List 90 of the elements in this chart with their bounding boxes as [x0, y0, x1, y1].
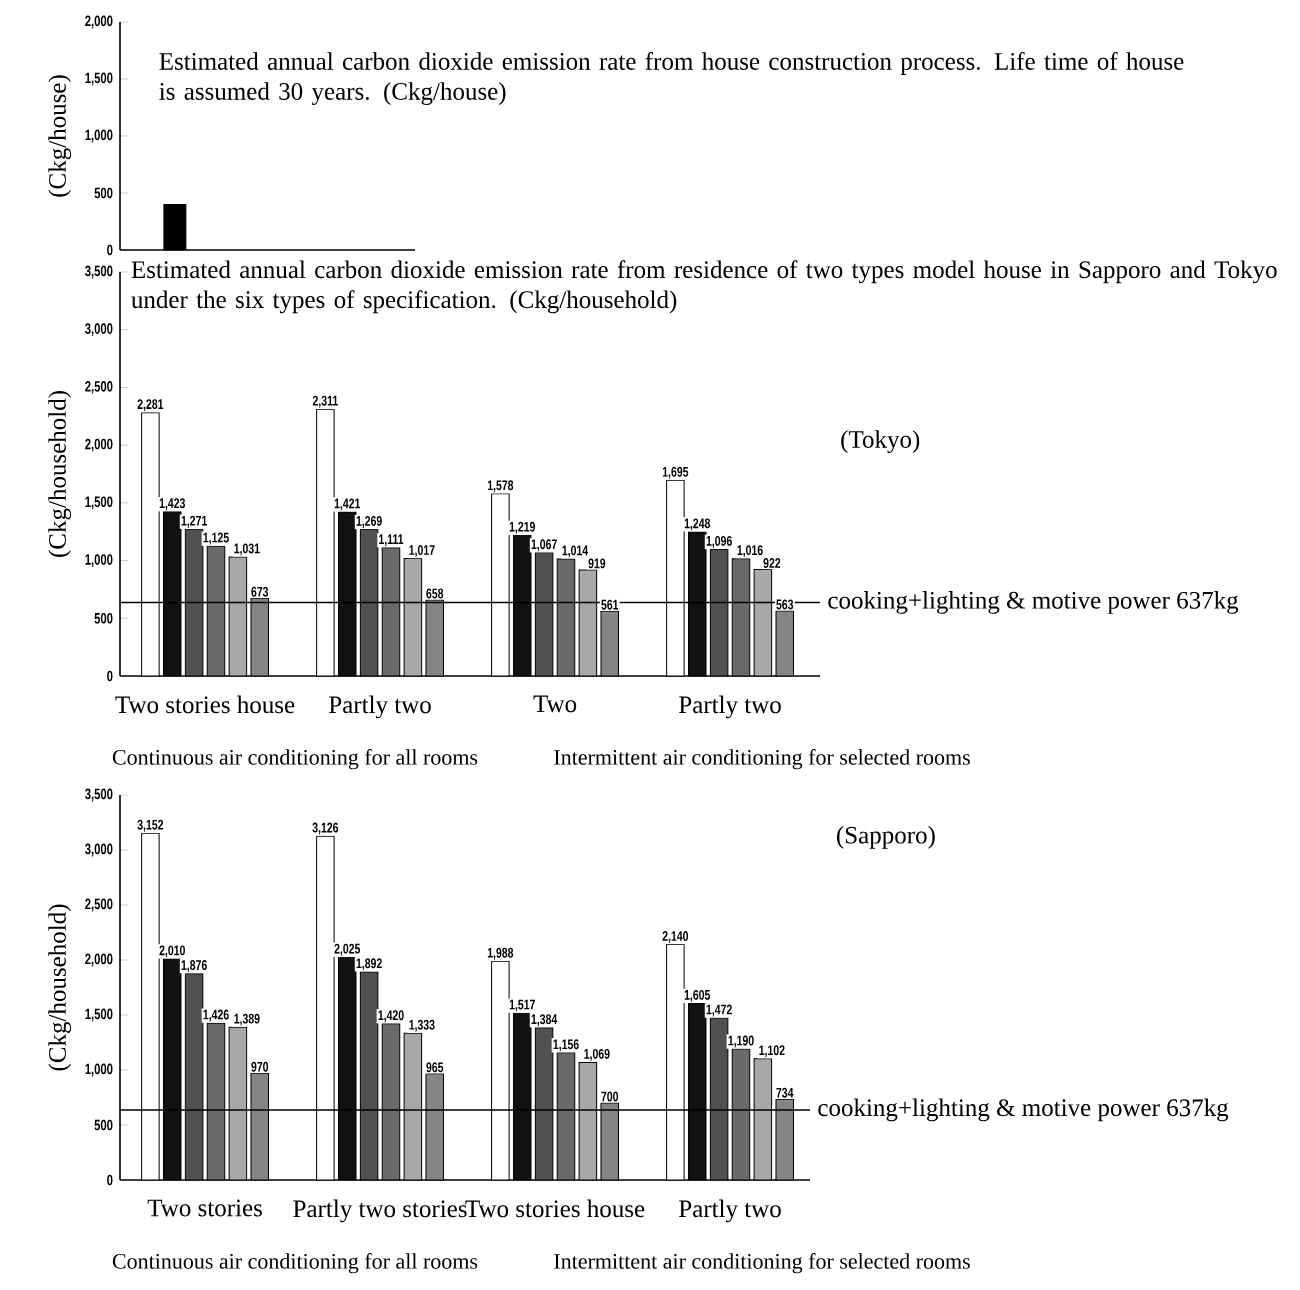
data-label: 700	[601, 1091, 619, 1102]
data-label: 1,102	[759, 1045, 785, 1058]
y-tick-label: 2,500	[85, 898, 113, 912]
text: Continuous air conditioning for all rooms	[112, 1253, 478, 1274]
y-axis-title: (Ckg/household)	[48, 904, 72, 1071]
data-label: 1,421	[334, 498, 361, 511]
data-label: 1,472	[706, 1004, 732, 1017]
data-label: 1,695	[662, 466, 689, 479]
data-label: 1,248	[684, 518, 711, 531]
x-tick-label: Partly two stories	[293, 1199, 467, 1223]
data-label: 2,025	[334, 943, 361, 956]
data-label: 1,156	[553, 1039, 579, 1052]
y-tick-label: 3,500	[85, 788, 113, 802]
data-label: 1,096	[706, 535, 732, 548]
y-tick-label: 500	[94, 187, 113, 199]
y-tick-label: 0	[107, 670, 113, 682]
y-tick-label: 2,500	[85, 381, 113, 394]
x-tick-label: Partly two	[679, 695, 781, 719]
x-tick-label: Two stories house	[465, 1199, 645, 1218]
data-label: 2,281	[137, 399, 164, 412]
y-tick-label: 1,000	[85, 554, 113, 567]
data-label: 1,271	[181, 515, 207, 528]
y-tick-label: 3,000	[85, 843, 113, 857]
data-label: 1,420	[378, 1010, 404, 1023]
data-label: 673	[251, 586, 269, 597]
data-label: 970	[251, 1061, 269, 1072]
text: Estimated annual carbon dioxide emission rate from house construction process. Life time of house is assumed 30 years. (Ckg/house)	[159, 52, 1184, 106]
data-label: 1,892	[356, 958, 382, 971]
data-label: 1,876	[181, 960, 207, 973]
y-tick-label: 1,000	[85, 1063, 113, 1077]
x-tick-label: Two stories	[147, 1199, 262, 1217]
data-label: 1,067	[531, 539, 557, 552]
data-label: 1,111	[379, 534, 404, 547]
data-label: 1,125	[203, 532, 229, 545]
data-label: 734	[776, 1087, 794, 1098]
data-label: 1,988	[487, 947, 514, 960]
data-label: 1,219	[509, 521, 535, 534]
data-label: 922	[763, 558, 781, 568]
data-label: 1,269	[356, 515, 382, 528]
x-tick-label: Partly two	[329, 695, 431, 719]
data-label: 1,014	[562, 545, 589, 558]
data-label: 563	[776, 599, 794, 610]
y-tick-label: 1,500	[85, 1008, 113, 1022]
data-label: 1,069	[584, 1048, 610, 1061]
text: Continuous air conditioning for all rooms	[112, 749, 478, 770]
data-label: 1,426	[203, 1009, 229, 1022]
data-label: 561	[601, 599, 619, 610]
data-label: 2,140	[662, 931, 689, 943]
data-label: 3,126	[312, 822, 339, 835]
y-tick-label: 2,000	[85, 953, 113, 967]
ref-line-label: cooking+lighting & motive power 637kg	[828, 591, 1239, 614]
data-label: 1,423	[159, 498, 185, 511]
x-tick-label: Two stories house	[115, 695, 295, 714]
data-label: 2,311	[312, 395, 338, 408]
y-tick-label: 500	[94, 612, 113, 624]
data-label: 1,389	[234, 1013, 260, 1026]
x-tick-label: Two	[533, 695, 577, 713]
text: Intermittent air conditioning for selected rooms	[554, 749, 970, 770]
y-tick-label: 1,000	[85, 129, 113, 143]
data-label: 919	[588, 558, 606, 569]
data-label: 1,190	[728, 1035, 754, 1048]
y-tick-label: 2,000	[85, 15, 113, 29]
chart-title: Estimated annual carbon dioxide emission rate from residence of two types model house in Sapporo and Tokyo under the six types of specification. (Ckg/household)	[131, 260, 1277, 314]
y-tick-label: 1,500	[85, 496, 113, 510]
data-label: 1,016	[737, 545, 763, 558]
text: (Tokyo)	[841, 430, 920, 454]
y-axis-title: (Ckg/household)	[48, 391, 72, 557]
y-axis-title: (Ckg/house)	[48, 75, 72, 197]
y-tick-label: 0	[107, 1174, 113, 1186]
data-label: 965	[426, 1062, 444, 1073]
data-label: 1,333	[409, 1019, 435, 1032]
y-tick-label: 500	[94, 1119, 113, 1131]
ref-line-label: cooking+lighting & motive power 637kg	[818, 1098, 1229, 1122]
data-label: 1,031	[234, 543, 260, 556]
data-label: 1,017	[409, 545, 435, 557]
data-label: 1,605	[684, 989, 711, 1002]
x-tick-label: Partly two	[679, 1199, 781, 1223]
data-label: 3,152	[137, 819, 164, 832]
text: (Sapporo)	[837, 826, 935, 849]
data-label: 1,517	[509, 999, 535, 1012]
text: Intermittent air conditioning for selected rooms	[554, 1253, 970, 1274]
y-tick-label: 1,500	[85, 72, 113, 86]
y-tick-label: 0	[107, 244, 113, 256]
y-tick-label: 3,500	[85, 265, 113, 279]
y-tick-label: 3,000	[85, 323, 113, 337]
data-label: 1,384	[531, 1014, 558, 1027]
data-label: 658	[426, 588, 444, 599]
y-tick-label: 2,000	[85, 438, 113, 452]
data-label: 2,010	[159, 945, 185, 958]
data-label: 1,578	[487, 480, 514, 493]
